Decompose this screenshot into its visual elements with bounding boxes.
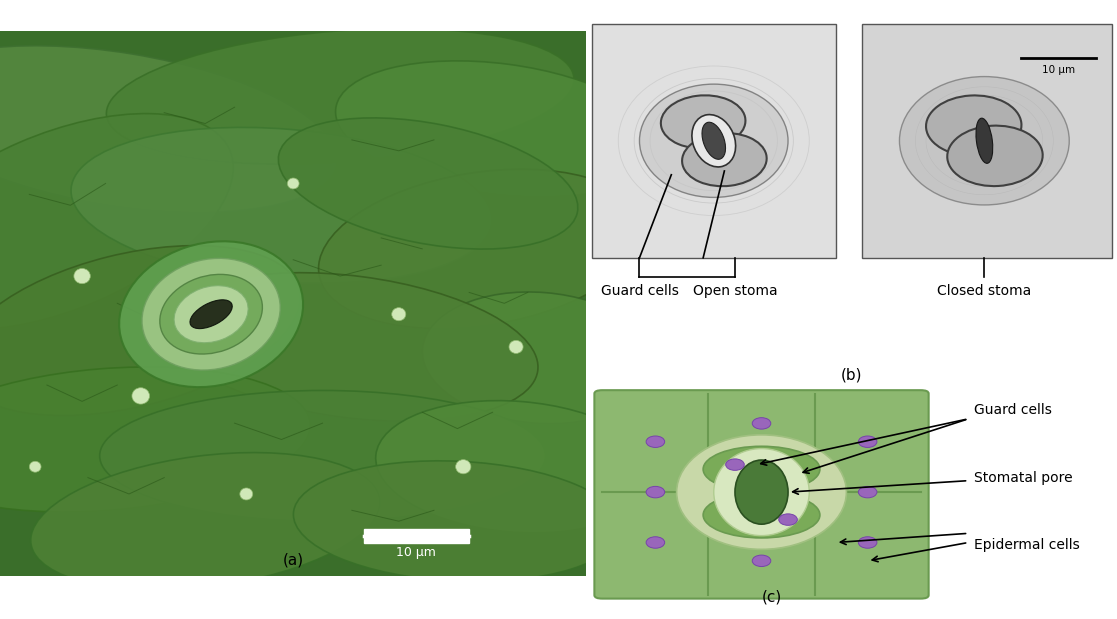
Ellipse shape	[160, 274, 262, 354]
Ellipse shape	[0, 114, 233, 329]
Ellipse shape	[779, 514, 798, 526]
Circle shape	[287, 178, 299, 189]
Ellipse shape	[646, 436, 665, 448]
Ellipse shape	[0, 246, 300, 415]
Ellipse shape	[858, 537, 877, 548]
Ellipse shape	[677, 435, 847, 550]
Text: Guard cells: Guard cells	[601, 284, 678, 298]
Ellipse shape	[858, 436, 877, 448]
Ellipse shape	[646, 487, 665, 498]
Ellipse shape	[947, 126, 1042, 186]
Ellipse shape	[120, 241, 303, 387]
Ellipse shape	[726, 459, 744, 470]
Circle shape	[74, 269, 90, 284]
Ellipse shape	[71, 128, 491, 283]
Ellipse shape	[646, 537, 665, 548]
Text: Stomatal pore: Stomatal pore	[974, 471, 1072, 485]
Circle shape	[456, 460, 471, 474]
Ellipse shape	[0, 367, 311, 512]
Circle shape	[240, 488, 252, 500]
Ellipse shape	[976, 118, 993, 163]
Text: (c): (c)	[762, 589, 782, 604]
Ellipse shape	[701, 122, 726, 159]
Ellipse shape	[106, 28, 574, 164]
Ellipse shape	[422, 292, 657, 423]
Circle shape	[29, 461, 41, 472]
Ellipse shape	[752, 555, 771, 566]
Ellipse shape	[174, 286, 248, 343]
Ellipse shape	[31, 452, 380, 590]
Circle shape	[132, 387, 150, 404]
FancyBboxPatch shape	[594, 390, 928, 599]
Ellipse shape	[0, 46, 337, 212]
Text: (a): (a)	[283, 553, 304, 568]
Ellipse shape	[278, 118, 577, 249]
Text: 10 μm: 10 μm	[397, 546, 437, 559]
Text: (b): (b)	[841, 368, 862, 383]
Text: 10 μm: 10 μm	[1042, 65, 1076, 76]
Bar	[592, 24, 836, 258]
Ellipse shape	[899, 77, 1069, 205]
Text: Guard cells: Guard cells	[974, 402, 1051, 417]
Ellipse shape	[704, 492, 820, 538]
Ellipse shape	[714, 449, 809, 535]
Bar	[364, 529, 469, 543]
Ellipse shape	[165, 273, 538, 421]
Ellipse shape	[858, 487, 877, 498]
Text: Closed stoma: Closed stoma	[937, 284, 1031, 298]
Ellipse shape	[639, 84, 789, 197]
Ellipse shape	[99, 391, 545, 521]
Ellipse shape	[318, 169, 643, 329]
Circle shape	[509, 340, 523, 353]
Ellipse shape	[735, 460, 789, 524]
Ellipse shape	[142, 258, 280, 370]
Ellipse shape	[294, 461, 621, 582]
Ellipse shape	[190, 300, 232, 329]
Ellipse shape	[926, 95, 1021, 156]
Circle shape	[392, 308, 405, 321]
Ellipse shape	[691, 115, 736, 167]
Ellipse shape	[682, 133, 766, 186]
Ellipse shape	[704, 446, 820, 492]
Text: Epidermal cells: Epidermal cells	[974, 538, 1079, 552]
Ellipse shape	[375, 400, 657, 533]
Text: Open stoma: Open stoma	[693, 284, 777, 298]
Ellipse shape	[335, 61, 661, 197]
Ellipse shape	[752, 418, 771, 429]
Ellipse shape	[661, 95, 745, 149]
Bar	[862, 24, 1111, 258]
